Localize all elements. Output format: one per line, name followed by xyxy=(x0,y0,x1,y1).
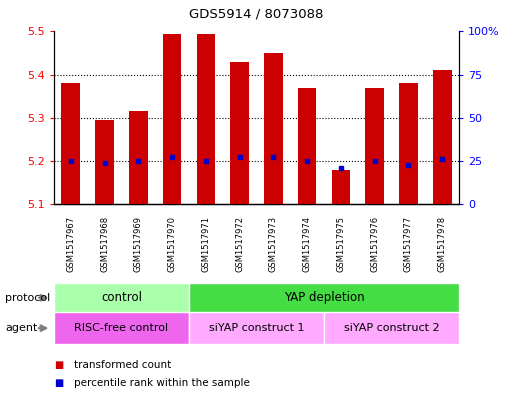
Text: GSM1517967: GSM1517967 xyxy=(66,216,75,272)
Text: agent: agent xyxy=(5,323,37,333)
Bar xyxy=(324,312,459,344)
Bar xyxy=(298,88,317,204)
Bar xyxy=(264,53,283,204)
Bar xyxy=(230,62,249,204)
Text: GSM1517968: GSM1517968 xyxy=(100,216,109,272)
Text: siYAP construct 2: siYAP construct 2 xyxy=(344,323,440,333)
Bar xyxy=(399,83,418,204)
Text: GSM1517977: GSM1517977 xyxy=(404,216,413,272)
Bar xyxy=(365,88,384,204)
Text: GSM1517974: GSM1517974 xyxy=(303,216,312,272)
Bar xyxy=(54,312,189,344)
Text: YAP depletion: YAP depletion xyxy=(284,291,364,304)
Bar xyxy=(129,111,148,204)
Text: GSM1517970: GSM1517970 xyxy=(168,216,176,272)
Text: ■: ■ xyxy=(54,378,63,388)
Bar xyxy=(54,283,189,312)
Text: GSM1517972: GSM1517972 xyxy=(235,216,244,272)
Bar xyxy=(433,70,451,204)
Text: GSM1517971: GSM1517971 xyxy=(201,216,210,272)
Text: GSM1517978: GSM1517978 xyxy=(438,216,447,272)
Text: GSM1517976: GSM1517976 xyxy=(370,216,379,272)
Text: ■: ■ xyxy=(54,360,63,371)
Bar xyxy=(95,120,114,204)
Text: GSM1517973: GSM1517973 xyxy=(269,216,278,272)
Text: siYAP construct 1: siYAP construct 1 xyxy=(209,323,304,333)
Bar xyxy=(189,283,459,312)
Text: GSM1517969: GSM1517969 xyxy=(134,216,143,272)
Text: RISC-free control: RISC-free control xyxy=(74,323,168,333)
Text: control: control xyxy=(101,291,142,304)
Bar xyxy=(331,170,350,204)
Bar xyxy=(196,34,215,204)
Bar xyxy=(163,34,182,204)
Text: GDS5914 / 8073088: GDS5914 / 8073088 xyxy=(189,7,324,20)
Text: GSM1517975: GSM1517975 xyxy=(337,216,345,272)
Bar xyxy=(62,83,80,204)
Text: transformed count: transformed count xyxy=(74,360,172,371)
Bar xyxy=(189,312,324,344)
Text: percentile rank within the sample: percentile rank within the sample xyxy=(74,378,250,388)
Text: protocol: protocol xyxy=(5,293,50,303)
